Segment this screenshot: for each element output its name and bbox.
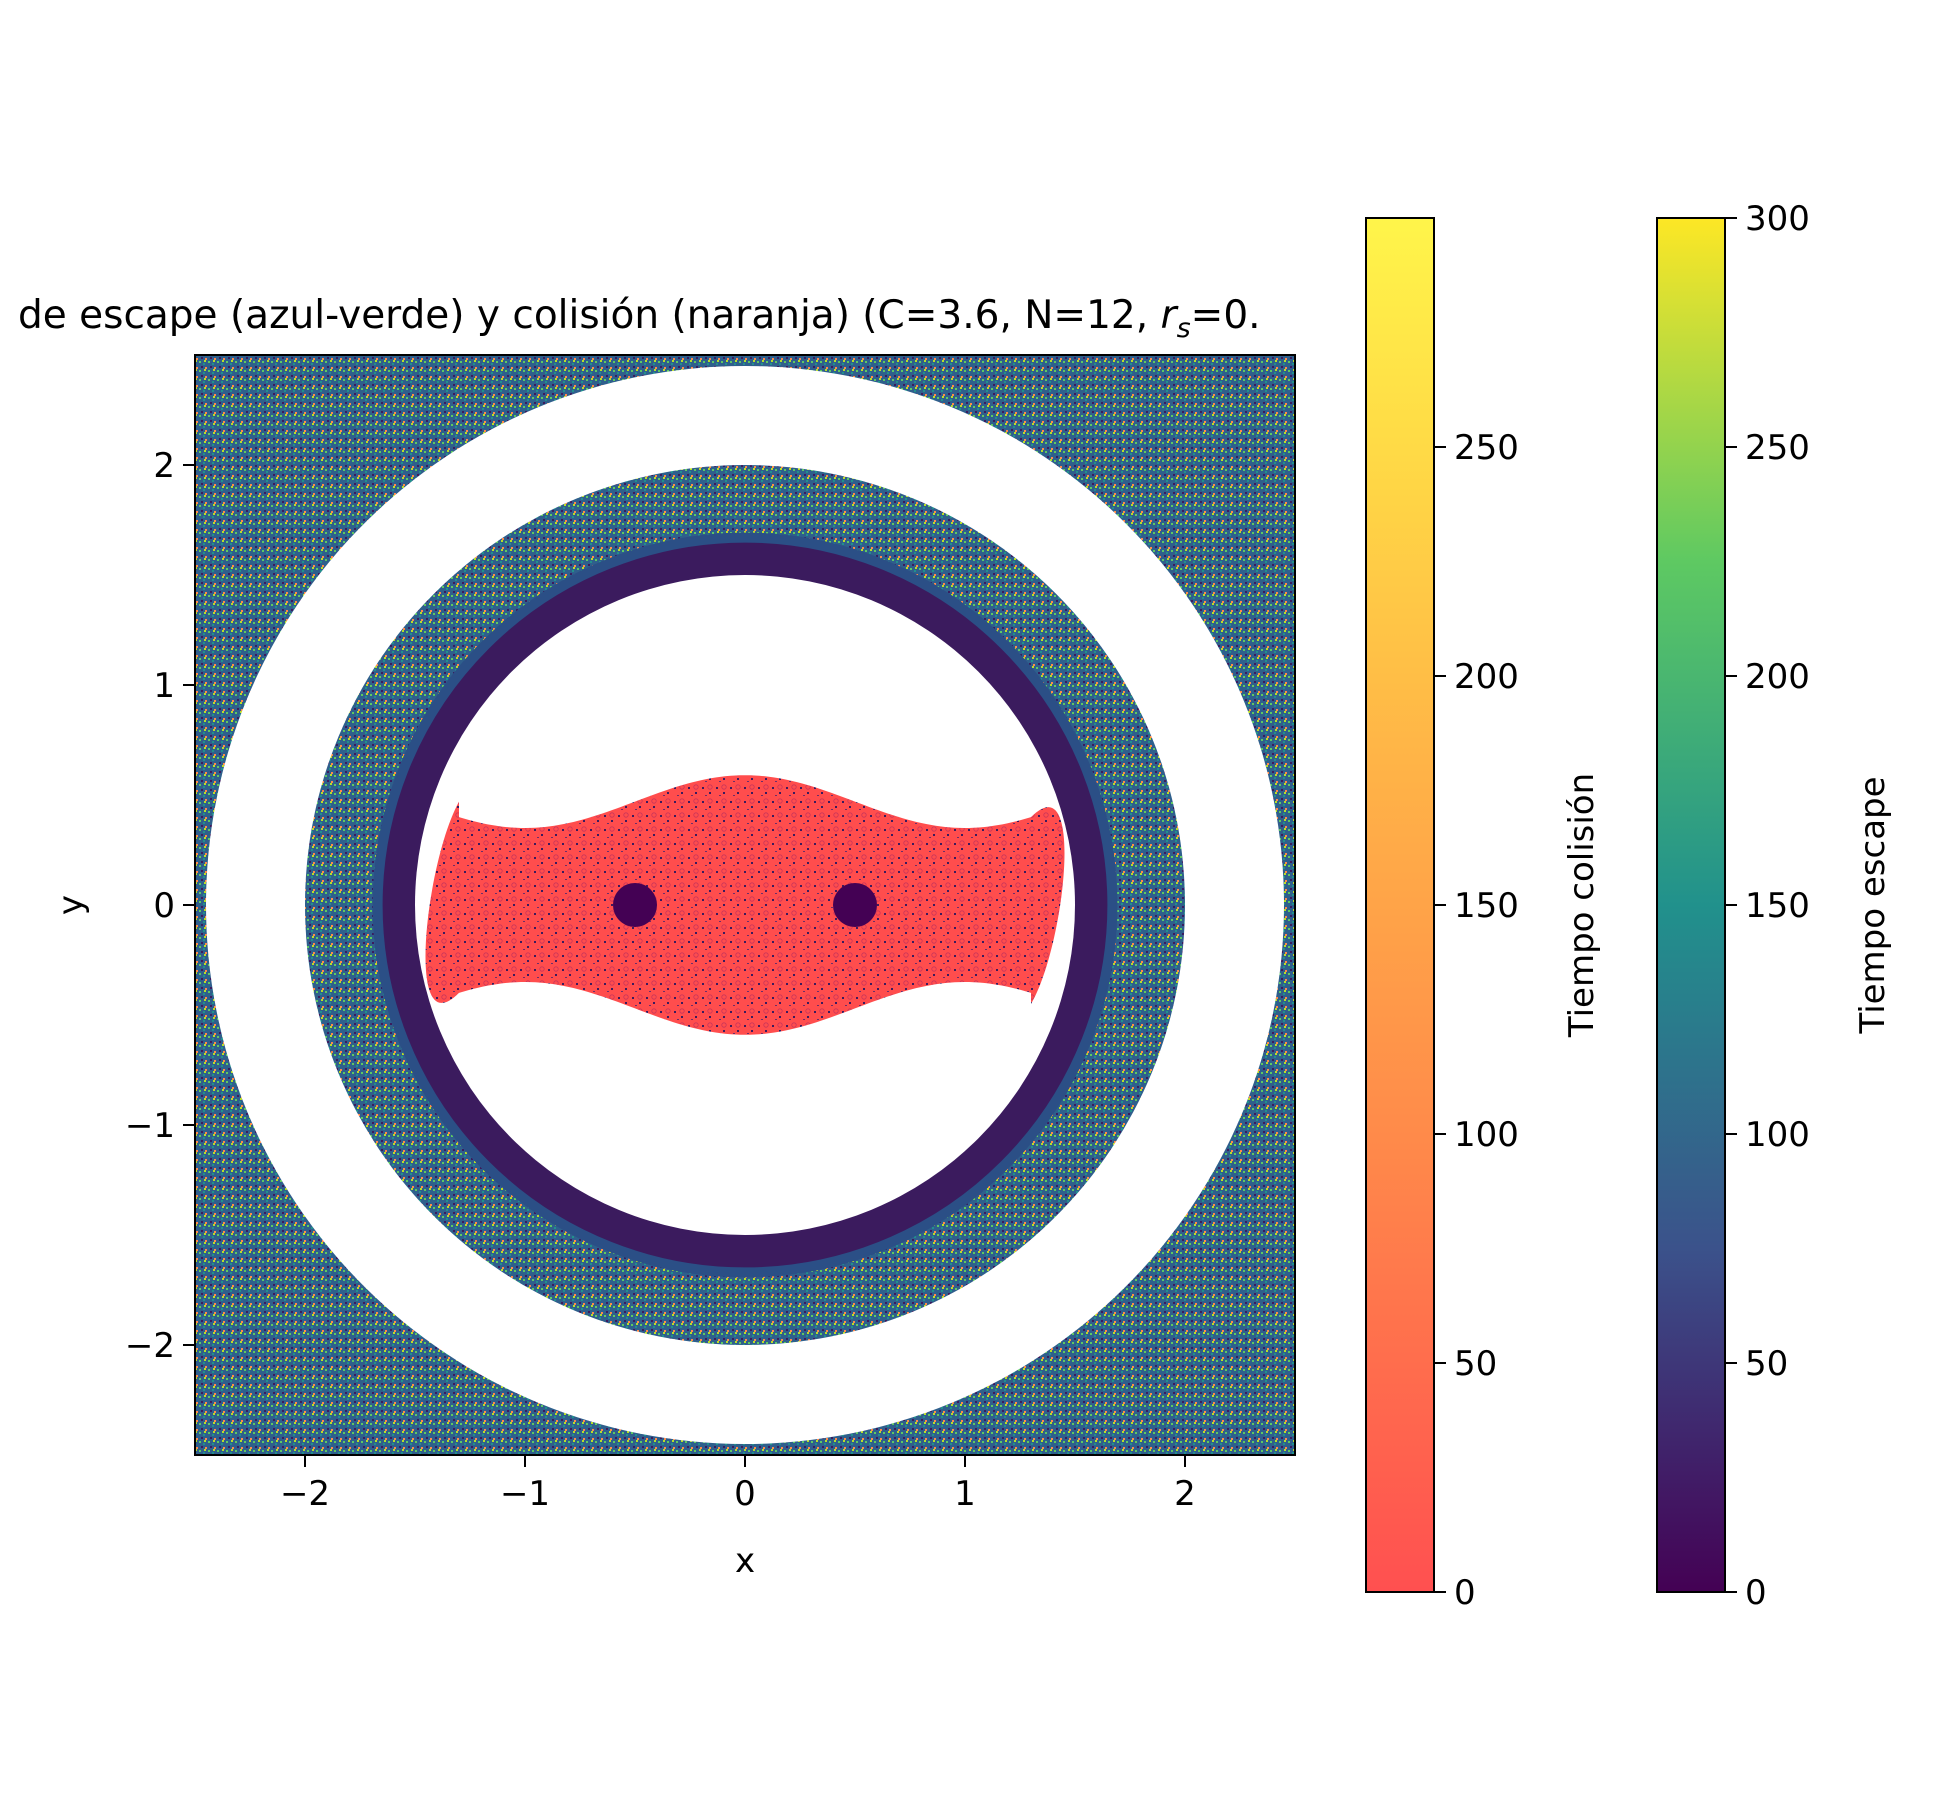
y-tick-label: 1 <box>153 666 175 706</box>
colorbar-colision <box>1365 217 1435 1593</box>
x-axis: −2 −1 0 1 2 <box>280 1455 1196 1514</box>
colorbar-tick-label: 250 <box>1745 428 1810 468</box>
x-tick-label: 2 <box>1174 1474 1196 1514</box>
colorbar-escape <box>1656 217 1726 1593</box>
x-tick-label: 0 <box>734 1474 756 1514</box>
colorbar-escape-label: Tiempo escape <box>1853 776 1893 1034</box>
colorbar-tick-label: 200 <box>1454 657 1519 697</box>
y-axis-label: y <box>51 895 91 915</box>
colorbar-tick-label: 100 <box>1454 1115 1519 1155</box>
y-tick-label: 2 <box>153 446 175 486</box>
colorbar-tick-label: 150 <box>1454 886 1519 926</box>
colorbar-tick-label: 300 <box>1745 199 1810 239</box>
primary-body-1 <box>613 883 657 927</box>
colorbar-tick-label: 200 <box>1745 657 1810 697</box>
y-tick-label: 0 <box>153 886 175 926</box>
y-axis: −2 −1 0 1 2 <box>125 446 195 1366</box>
colorbar-tick-label: 150 <box>1745 886 1810 926</box>
primary-body-2 <box>833 883 877 927</box>
heatmap-image <box>195 355 1295 1455</box>
colorbar-escape-ticks: 0 50 100 150 200 250 300 <box>1725 199 1810 1613</box>
colorbar-tick-label: 50 <box>1745 1344 1788 1384</box>
x-tick-label: −1 <box>500 1474 550 1514</box>
x-axis-label: x <box>735 1541 755 1581</box>
chart-title: de escape (azul-verde) y colisión (naran… <box>18 293 1261 344</box>
colorbar-tick-label: 100 <box>1745 1115 1810 1155</box>
y-tick-label: −2 <box>125 1326 175 1366</box>
colorbar-colision-ticks: 0 50 100 150 200 250 <box>1434 428 1519 1613</box>
colorbar-tick-label: 50 <box>1454 1344 1497 1384</box>
colorbar-tick-label: 0 <box>1745 1573 1767 1613</box>
colorbar-tick-label: 250 <box>1454 428 1519 468</box>
x-tick-label: −2 <box>280 1474 330 1514</box>
colorbar-colision-label: Tiempo colisión <box>1562 773 1602 1038</box>
x-tick-label: 1 <box>954 1474 976 1514</box>
colorbar-tick-label: 0 <box>1454 1573 1476 1613</box>
collision-lobe <box>425 775 1065 1035</box>
y-tick-label: −1 <box>125 1106 175 1146</box>
